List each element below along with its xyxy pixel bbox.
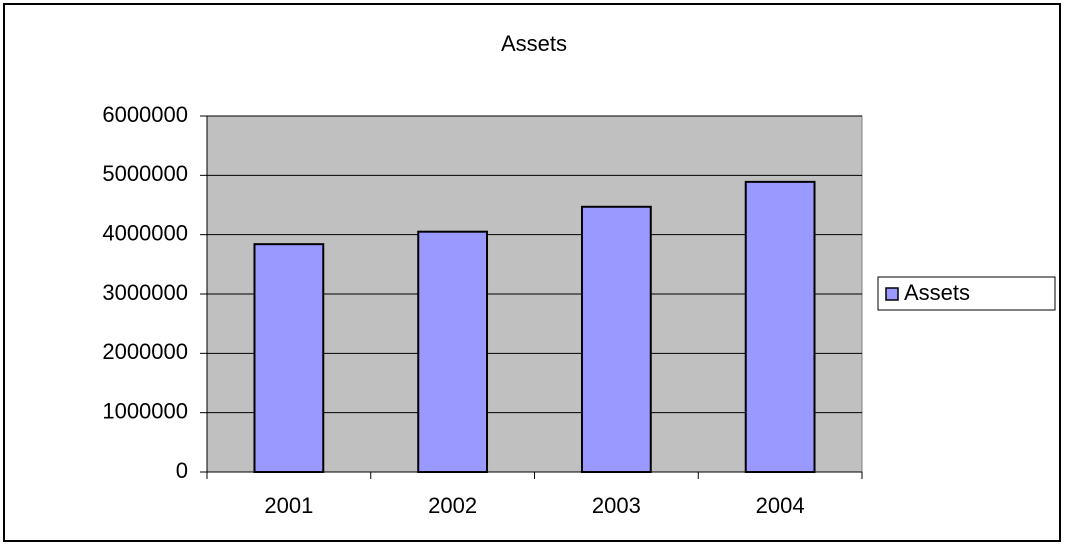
y-tick-label: 4000000 [102, 220, 188, 245]
x-tick-label: 2003 [592, 493, 641, 518]
y-tick-label: 6000000 [102, 102, 188, 127]
x-tick-label: 2004 [756, 493, 805, 518]
legend-marker [885, 287, 899, 301]
x-tick-label: 2001 [264, 493, 313, 518]
y-tick-label: 1000000 [102, 398, 188, 423]
bar [417, 230, 489, 473]
y-tick-label: 0 [176, 458, 188, 483]
y-tick-label: 3000000 [102, 280, 188, 305]
chart-title: Assets [501, 31, 567, 56]
bar [580, 205, 652, 473]
y-tick-label: 2000000 [102, 339, 188, 364]
y-tick-label: 5000000 [102, 161, 188, 186]
x-tick-label: 2002 [428, 493, 477, 518]
legend-box [877, 276, 1056, 311]
bar [253, 243, 325, 473]
bar [744, 180, 816, 474]
legend-label: Assets [904, 280, 970, 305]
